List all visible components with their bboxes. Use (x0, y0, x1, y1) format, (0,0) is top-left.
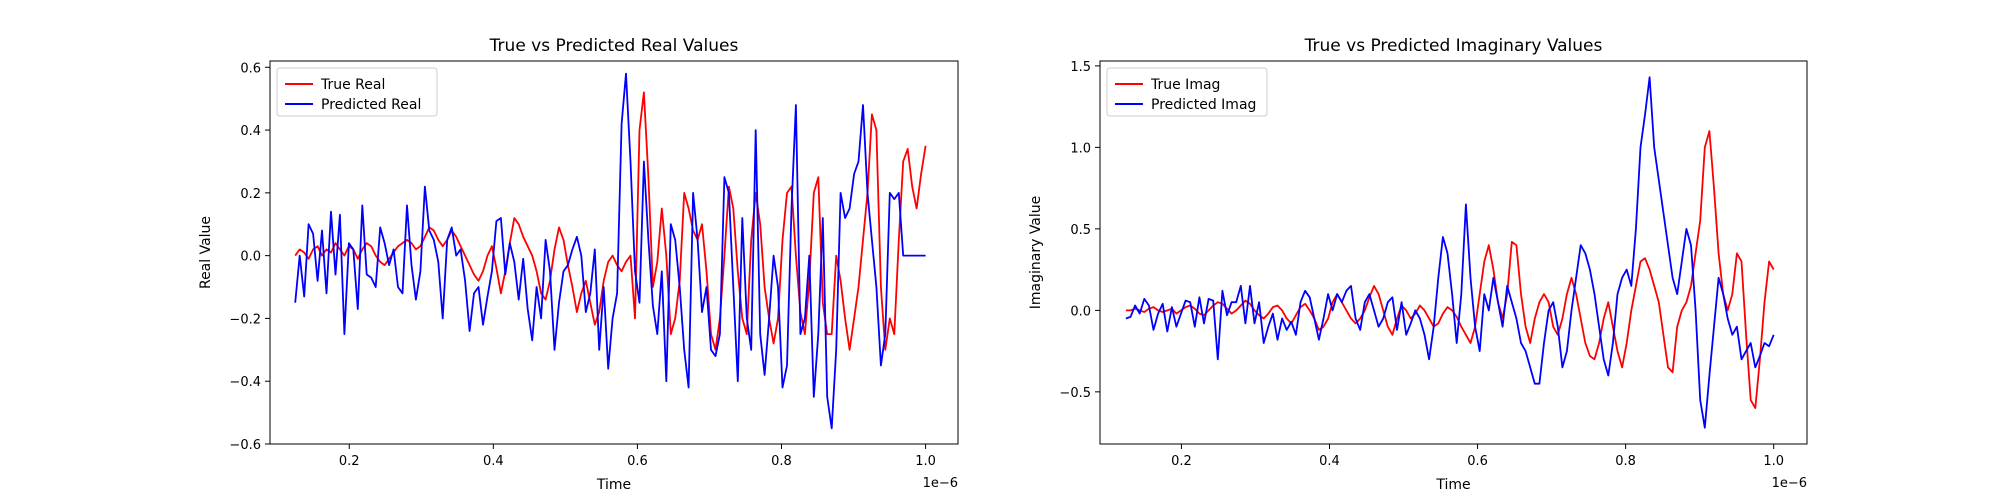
chart-2-plot-frame (1099, 60, 1808, 445)
chart-1-ytick-label: 0.6 (240, 61, 261, 76)
chart-1-xtick-label: 0.8 (771, 454, 792, 469)
chart-1-y-axis-label: Real Value (198, 216, 214, 289)
chart-1-legend-label: True Real (320, 77, 385, 93)
chart-1-legend: True Real Predicted Real (276, 67, 438, 117)
chart-1-plot-frame (269, 60, 959, 445)
chart-2-legend-label: True Imag (1150, 77, 1220, 93)
chart-1-x-axis-label: Time (596, 477, 631, 493)
chart-1-legend-box (276, 67, 438, 117)
chart-1: 0.2 0.4 0.6 0.8 1.0 −0.6 −0.4 −0.2 0.0 0.2 0.4 0.6 T… (198, 36, 959, 493)
chart-1-ytick-label: −0.2 (229, 312, 261, 327)
chart-2-xtick-label: 0.4 (1319, 454, 1340, 469)
chart-1-legend-label: Predicted Real (321, 97, 421, 113)
chart-1-xtick-label: 0.6 (627, 454, 648, 469)
chart-2-legend: True Imag Predicted Imag (1106, 67, 1268, 117)
chart-2-xtick-label: 0.6 (1467, 454, 1488, 469)
chart-1-ytick-label: 0.4 (240, 124, 261, 139)
chart-2: 0.2 0.4 0.6 0.8 1.0 −0.5 0.0 0.5 1.0 1.5 True vs P… (1028, 36, 1808, 493)
chart-1-ytick-label: 0.2 (240, 187, 261, 202)
chart-2-title: True vs Predicted Imaginary Values (1304, 36, 1603, 56)
chart-2-ytick-label: 1.0 (1070, 141, 1091, 156)
chart-2-ytick-label: 0.0 (1070, 304, 1091, 319)
chart-1-x-offset-label: 1e−6 (923, 476, 958, 491)
chart-2-ytick-label: 1.5 (1070, 60, 1091, 75)
chart-2-x-axis-label: Time (1435, 477, 1470, 493)
chart-1-ytick-label: 0.0 (240, 250, 261, 265)
chart-2-series-true-line (1125, 130, 1775, 410)
chart-1-series-predicted-line (294, 72, 926, 430)
chart-1-xtick-label: 0.2 (339, 454, 360, 469)
chart-2-xtick-label: 1.0 (1763, 454, 1784, 469)
chart-2-xtick-label: 0.2 (1171, 454, 1192, 469)
chart-2-y-axis-label: Imaginary Value (1028, 196, 1044, 310)
chart-1-title: True vs Predicted Real Values (489, 36, 739, 56)
chart-2-x-offset-label: 1e−6 (1772, 476, 1807, 491)
chart-2-ytick-label: 0.5 (1070, 223, 1091, 238)
chart-1-series-true-line (294, 91, 927, 351)
chart-1-ytick-label: −0.4 (229, 375, 261, 390)
chart-2-legend-label: Predicted Imag (1151, 97, 1256, 113)
chart-1-ytick-label: −0.6 (229, 438, 261, 453)
chart-2-legend-box (1106, 67, 1268, 117)
chart-1-xtick-label: 1.0 (915, 454, 936, 469)
chart-2-xtick-label: 0.8 (1615, 454, 1636, 469)
chart-1-xtick-label: 0.4 (483, 454, 504, 469)
chart-2-series-predicted-line (1125, 76, 1775, 429)
chart-2-ytick-label: −0.5 (1059, 386, 1091, 401)
